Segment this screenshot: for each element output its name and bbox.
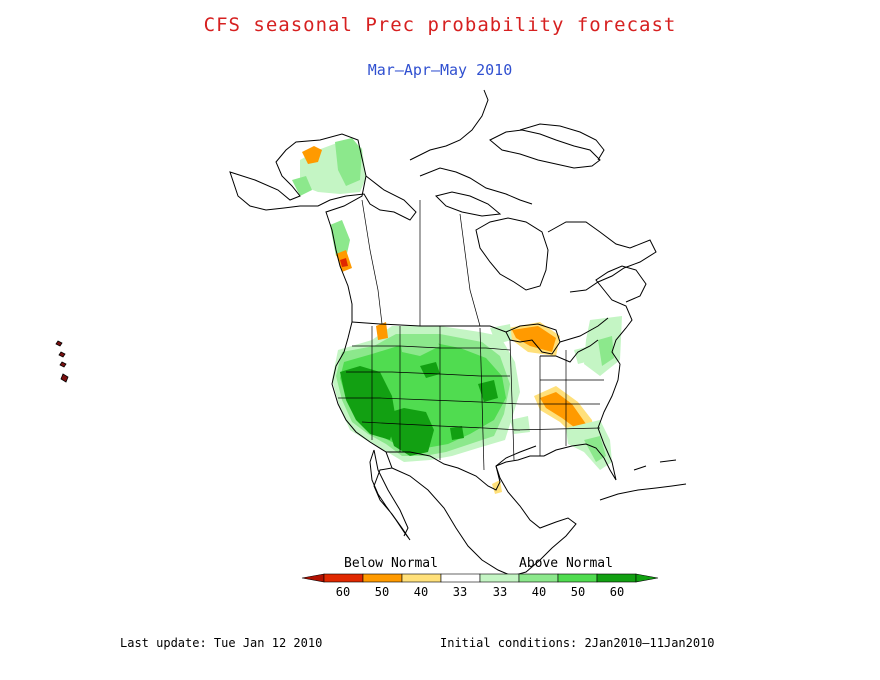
gulf-coast-outline [495, 363, 621, 481]
shade-gl-orange [512, 326, 556, 352]
labrador-outline [547, 221, 657, 293]
legend-tick-label: 40 [414, 585, 428, 599]
map-subtitle: Mar–Apr–May 2010 [367, 61, 513, 79]
hawaii-island [55, 340, 63, 347]
legend-swatch [362, 573, 403, 583]
shade-nd-green [400, 334, 440, 356]
shade-bc-red [340, 258, 348, 267]
state-line [509, 339, 515, 461]
hawaii-island [60, 373, 69, 383]
state-lines [338, 199, 604, 471]
shade-sw-dark [384, 408, 434, 456]
mexico-outline [391, 445, 577, 577]
legend-swatch [518, 573, 559, 583]
east-coast-outline [595, 265, 647, 365]
legend-tick-label: 40 [532, 585, 546, 599]
state-line [513, 379, 604, 431]
shade-plains-dark3 [450, 426, 464, 440]
shade-se-orange [540, 392, 586, 430]
arctic-islands-outline [409, 89, 601, 217]
hawaii-islands [55, 340, 69, 383]
shade-bc-green [330, 220, 350, 258]
us-mexico-border [386, 451, 501, 491]
caribbean-outline [599, 459, 687, 501]
state-line [479, 327, 485, 471]
great-lakes-outline [505, 323, 599, 363]
legend-colorbar: 60 50 40 33 33 40 50 60 [301, 573, 659, 599]
state-line [338, 397, 521, 405]
last-update-text: Last update: Tue Jan 12 2010 [120, 636, 323, 650]
alaska-outline [229, 133, 417, 221]
probability-shading [292, 138, 622, 494]
shade-alaska-light2 [292, 176, 312, 196]
legend-tick-label: 33 [453, 585, 467, 599]
shade-plains-dark2 [478, 380, 498, 402]
shade-mid-atl [574, 346, 594, 364]
legend-above-label: Above Normal [519, 556, 613, 571]
initial-conditions-text: Initial conditions: 2Jan2010–11Jan2010 [440, 636, 715, 650]
legend-swatch [440, 573, 481, 583]
legend-tick-label: 60 [610, 585, 624, 599]
shade-alaska-orange [302, 146, 322, 164]
legend-swatch [479, 573, 520, 583]
province-line [361, 199, 481, 327]
hudson-bay-outline [475, 217, 549, 291]
legend-swatch [323, 573, 364, 583]
map-title: CFS seasonal Prec probability forecast [203, 14, 677, 36]
legend-tick-label: 33 [493, 585, 507, 599]
legend-arrow-left [301, 573, 325, 583]
shade-fl-medium [584, 436, 606, 462]
legend-tick-label: 50 [571, 585, 585, 599]
legend-arrow-right [635, 573, 659, 583]
legend-below-label: Below Normal [344, 556, 438, 571]
shade-alaska-medium [335, 138, 362, 186]
greenland-outline [519, 123, 605, 161]
shade-west-dark [340, 366, 396, 440]
legend-swatch [557, 573, 598, 583]
legend-swatch [596, 573, 637, 583]
shade-mt-orange [376, 322, 388, 340]
legend-tick-label: 60 [336, 585, 350, 599]
map-outlines [229, 89, 687, 577]
shade-gl-light [490, 324, 512, 344]
hawaii-island [59, 361, 67, 368]
baja-outline [373, 449, 409, 537]
hawaii-island [58, 351, 66, 358]
legend-swatch [401, 573, 442, 583]
west-coast-outline [325, 175, 411, 541]
legend-tick-label: 50 [375, 585, 389, 599]
shade-ne-medium [598, 336, 614, 366]
